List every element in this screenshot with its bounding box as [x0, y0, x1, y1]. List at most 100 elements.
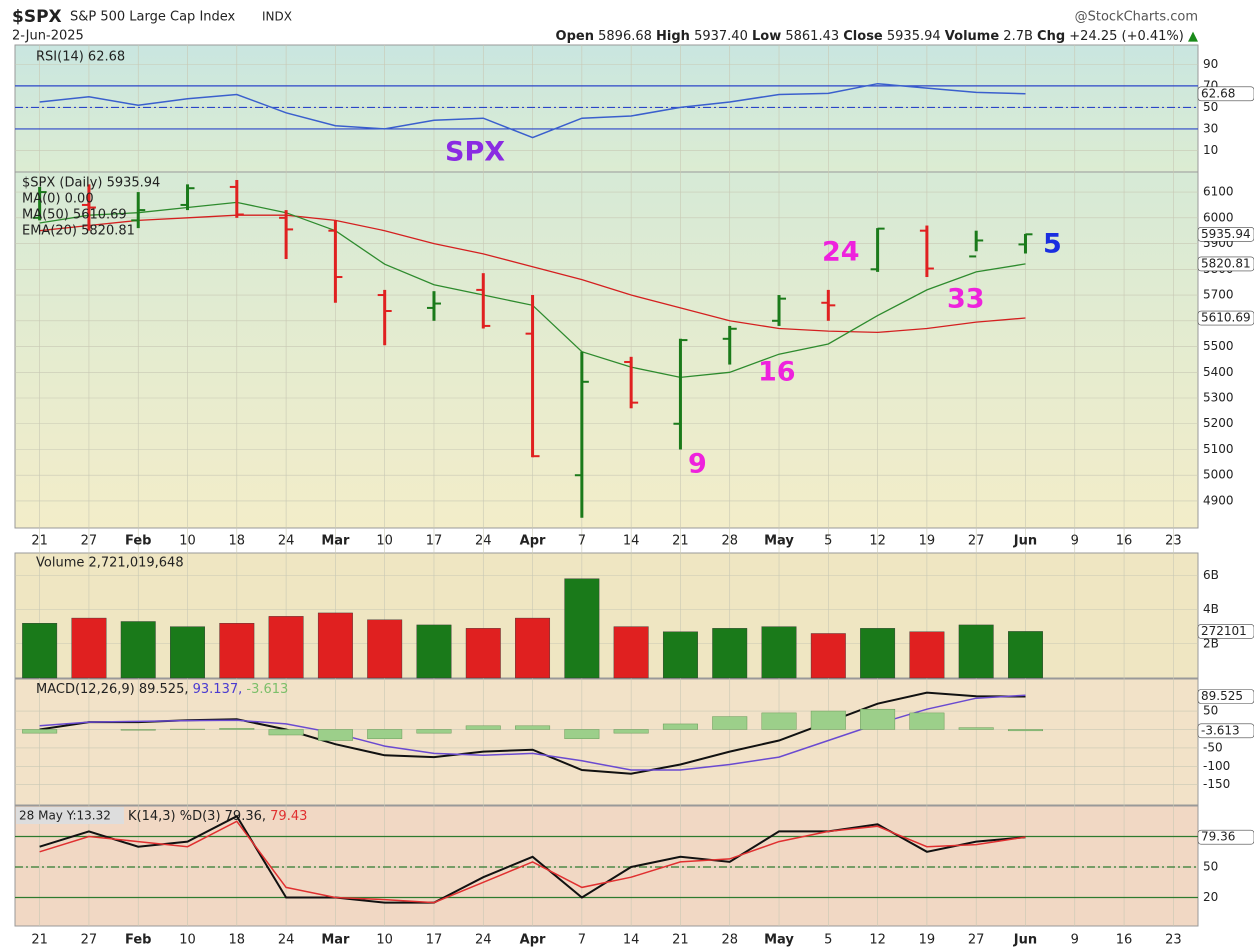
volume-bar: [367, 619, 403, 679]
x-tick-label: 23: [1165, 534, 1182, 549]
signal: 93.137,: [193, 682, 243, 697]
cursor-readout: 28 May Y:13.32: [19, 809, 111, 823]
y-tick-label: 5100: [1203, 442, 1234, 456]
x-tick-label: Apr: [520, 534, 546, 549]
macd-title: MACD(12,26,9) 89.525, 93.137, -3.613: [36, 682, 288, 697]
volume-bar: [662, 631, 698, 679]
x-tick-label: 7: [578, 534, 586, 549]
y-tick-label: 5300: [1203, 391, 1234, 405]
x-tick-label: 9: [1071, 534, 1079, 549]
x-tick-label: 28: [721, 534, 738, 549]
y-tick-label: -100: [1203, 759, 1230, 773]
volume-bar: [465, 628, 501, 679]
series-line: [39, 814, 1026, 904]
value-tag: [1197, 723, 1254, 739]
legend-entry: $SPX (Daily) 5935.94: [22, 176, 160, 191]
annotation: 5: [1043, 229, 1062, 260]
value-tag-text: 62.68: [1201, 86, 1235, 100]
x-tick-label: May: [764, 534, 794, 549]
histogram-bar: [564, 729, 600, 739]
value: 2.7B: [1003, 29, 1033, 44]
annotation: SPX: [445, 137, 505, 168]
grid: [15, 45, 1198, 926]
value-tag: [1197, 256, 1254, 272]
x-tick-label: 19: [919, 534, 936, 549]
x-tick-label: 7: [578, 933, 586, 948]
x-tick-label: Feb: [125, 933, 151, 948]
stoch-title: K(14,3) %D(3) 79.36, 79.43: [128, 809, 307, 824]
annotation: 9: [688, 449, 707, 480]
annotation: 16: [758, 357, 796, 388]
histogram-bar: [416, 729, 452, 734]
y-tick-label: 5500: [1203, 339, 1234, 353]
value-tag-text: 5935.94: [1201, 227, 1251, 241]
y-tick-label: 5400: [1203, 365, 1234, 379]
price-panel: [14, 171, 1199, 529]
histogram-bar: [465, 725, 501, 730]
x-tick-label: 21: [31, 534, 48, 549]
index-name: S&P 500 Large Cap Index: [70, 10, 236, 25]
volume-bar: [909, 631, 945, 679]
label: Chg: [1037, 29, 1065, 44]
x-tick-label: 18: [229, 933, 246, 948]
series-line: [39, 214, 1026, 334]
value-tag-text: -3.613: [1201, 723, 1240, 737]
volume-bar: [810, 633, 846, 679]
x-tick-label: Apr: [520, 933, 546, 948]
x-tick-label: 16: [1116, 933, 1133, 948]
legend-entry: MA(50) 5610.69: [22, 208, 127, 223]
volume-bar: [170, 626, 205, 679]
volume-bar: [1008, 631, 1043, 679]
value: 5937.40: [694, 29, 748, 44]
x-tick-label: 10: [179, 933, 196, 948]
y-tick-label: 50: [1203, 100, 1218, 114]
histogram-bar: [909, 712, 945, 730]
macd-panel: [14, 678, 1199, 806]
x-tick-label: 27: [968, 534, 985, 549]
volume-bar: [120, 621, 156, 679]
x-tick-label: 9: [1071, 933, 1079, 948]
d: 79.43: [270, 809, 307, 824]
histogram-bar: [810, 710, 846, 730]
x-tick-label: Jun: [1013, 933, 1037, 948]
value-tag-text: 79.36: [1201, 830, 1235, 844]
rsi-title: RSI(14) 62.68: [36, 50, 125, 65]
x-tick-label: 27: [968, 933, 985, 948]
volume-bar: [712, 628, 748, 679]
histogram-bar: [958, 727, 994, 730]
x-tick-label: 12: [869, 933, 886, 948]
symbol: $SPX: [12, 7, 62, 27]
y-tick-label: 4900: [1203, 493, 1234, 507]
y-tick-label: 30: [1203, 121, 1218, 135]
x-tick-label: 17: [426, 933, 443, 948]
volume-title: Volume 2,721,019,648: [36, 556, 184, 571]
x-tick-label: 16: [1116, 534, 1133, 549]
x-tick-label: 21: [672, 534, 689, 549]
value: +24.25 (+0.41%): [1069, 29, 1184, 44]
value-tag-text: 5820.81: [1201, 256, 1251, 270]
volume-panel: [14, 552, 1199, 679]
y-tick-label: 5000: [1203, 468, 1234, 482]
volume-bar: [564, 578, 600, 679]
x-tick-label: Mar: [321, 933, 350, 948]
cursor-box: [16, 807, 124, 824]
source: @StockCharts.com: [1075, 10, 1198, 25]
exchange: INDX: [262, 10, 292, 24]
date: 2-Jun-2025: [12, 29, 84, 44]
arrow: ▲: [1188, 29, 1198, 44]
value-tag-text: 89.525: [1201, 689, 1243, 703]
volume-bar: [860, 628, 896, 679]
volume-bar: [515, 617, 551, 679]
value: 5896.68: [598, 29, 652, 44]
volume-bar: [958, 624, 994, 679]
x-tick-label: 10: [179, 534, 196, 549]
annotation: 33: [947, 284, 985, 315]
x-tick-label: 18: [229, 534, 246, 549]
y-tick-label: 5700: [1203, 288, 1234, 302]
x-tick-label: 27: [81, 534, 98, 549]
value-tag: [1197, 86, 1254, 102]
stoch-panel: [14, 805, 1199, 927]
volume-bar: [268, 616, 304, 679]
x-tick-label: 28: [721, 933, 738, 948]
